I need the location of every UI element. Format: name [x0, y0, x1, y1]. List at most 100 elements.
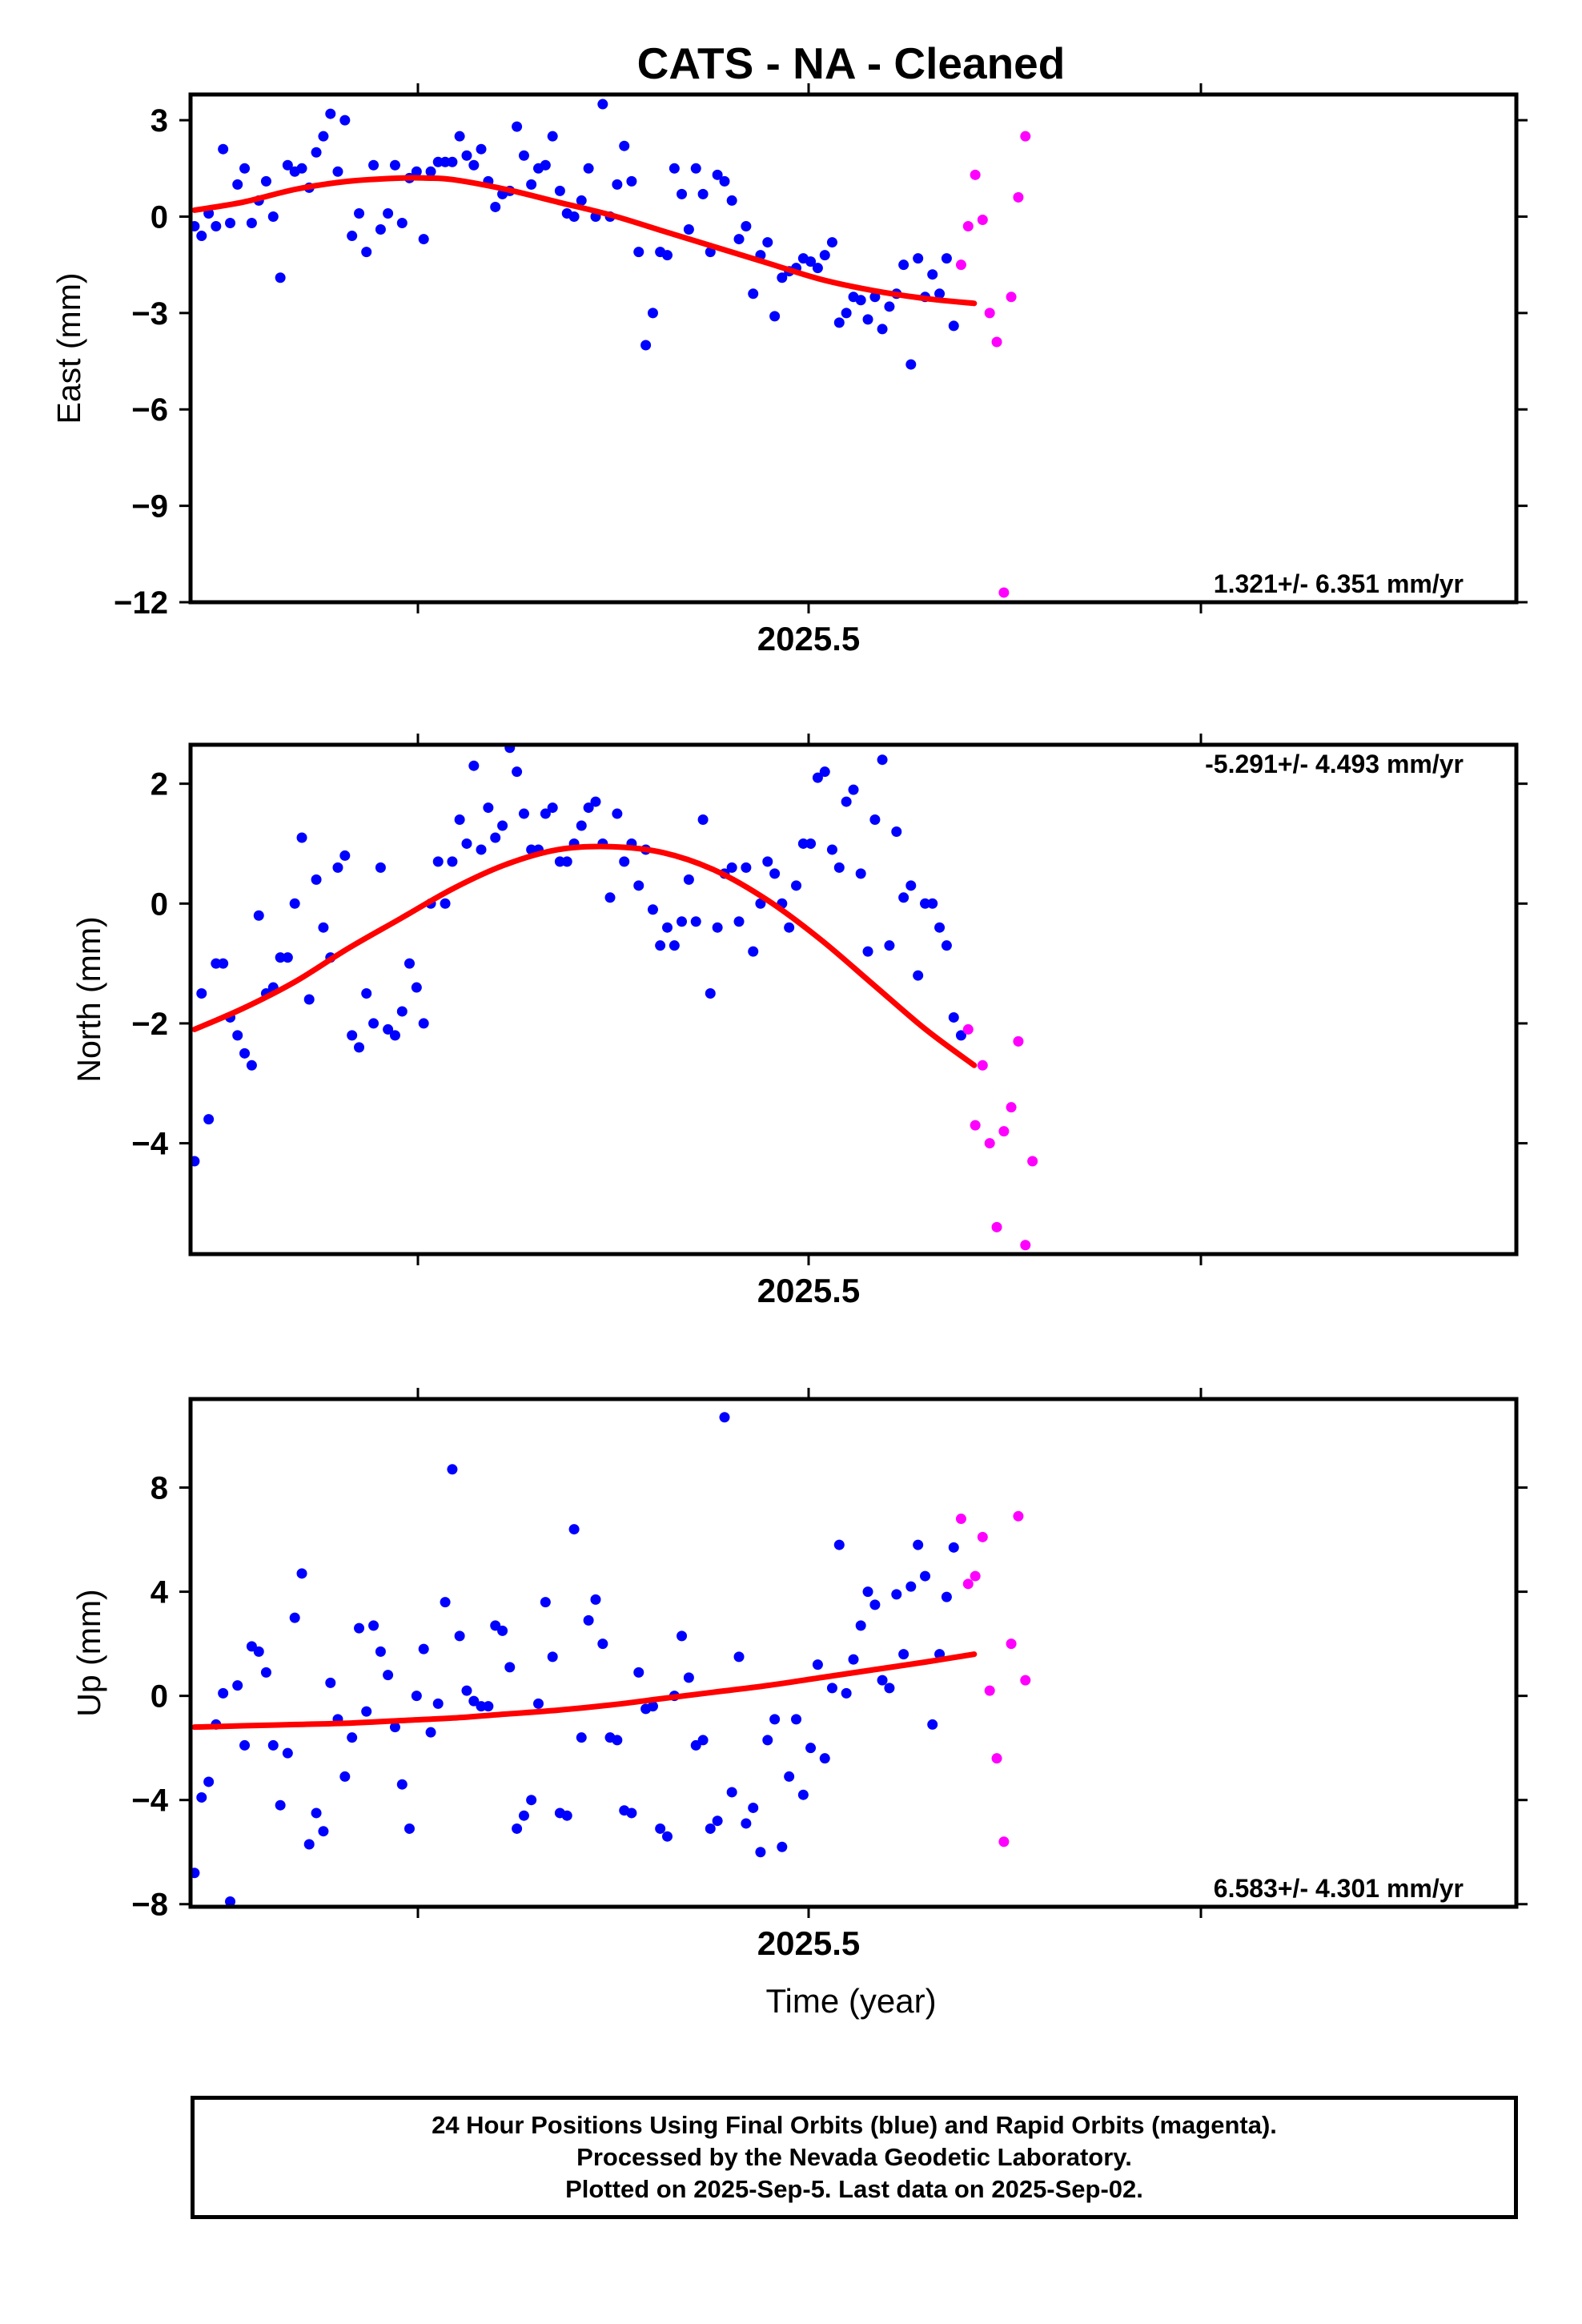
up-final-point — [913, 1539, 924, 1550]
up-final-point — [626, 1807, 637, 1819]
up-final-point — [282, 1747, 293, 1759]
east-final-point — [425, 166, 436, 177]
up-final-point — [461, 1685, 472, 1696]
up-final-point — [218, 1687, 229, 1699]
east-final-point — [862, 314, 873, 325]
east-final-point — [318, 131, 329, 142]
east-axis-label: East (mm) — [50, 272, 87, 424]
east-final-point — [332, 166, 343, 177]
north-final-point — [619, 856, 630, 867]
north-final-point — [440, 898, 451, 909]
up-final-point — [325, 1677, 336, 1688]
east-rapid-point — [977, 214, 988, 225]
up-final-point — [697, 1735, 709, 1746]
north-final-point — [748, 946, 759, 957]
north-final-point — [318, 922, 329, 933]
east-final-point — [246, 218, 257, 229]
east-final-point — [619, 140, 630, 151]
east-final-point — [296, 163, 307, 174]
north-final-point — [647, 904, 658, 915]
east-final-point — [705, 247, 716, 258]
north-final-point — [583, 802, 594, 814]
east-final-point — [597, 99, 608, 110]
up-final-point — [662, 1831, 673, 1842]
north-final-point — [347, 1030, 358, 1041]
east-final-point — [396, 218, 408, 229]
east-final-point — [677, 188, 688, 199]
up-final-point — [354, 1622, 365, 1634]
up-rapid-point — [984, 1685, 995, 1696]
east-final-point — [512, 121, 523, 132]
east-final-point — [311, 147, 322, 158]
east-rapid-point — [1013, 191, 1024, 203]
north-final-point — [633, 880, 644, 891]
north-final-point — [576, 820, 587, 831]
up-final-point — [848, 1654, 859, 1665]
north-final-point — [354, 1042, 365, 1053]
up-final-point — [296, 1568, 307, 1579]
up-axis-label: Up (mm) — [70, 1589, 107, 1716]
east-final-point — [855, 295, 866, 306]
east-final-point — [325, 108, 336, 119]
up-rapid-point — [1020, 1675, 1031, 1686]
up-final-point — [748, 1802, 759, 1813]
east-plot-frame — [188, 92, 1519, 605]
footer-line-2: Processed by the Nevada Geodetic Laborat… — [576, 2143, 1132, 2171]
east-final-point — [697, 188, 709, 199]
up-final-point — [791, 1714, 802, 1725]
up-final-point — [303, 1839, 315, 1850]
east-ytick-label: −3 — [131, 296, 168, 332]
east-final-point — [267, 211, 279, 222]
east-final-point — [547, 131, 558, 142]
up-final-point — [712, 1815, 723, 1827]
up-final-point — [568, 1524, 580, 1535]
east-final-point — [461, 150, 472, 161]
north-final-point — [454, 814, 465, 826]
north-final-point — [891, 826, 902, 837]
north-final-point — [690, 916, 701, 927]
north-trend-line — [191, 843, 978, 1068]
up-final-point — [677, 1630, 688, 1642]
north-final-point — [655, 940, 666, 951]
north-final-point — [375, 862, 386, 873]
north-final-point — [418, 1018, 429, 1029]
up-rapid-point — [1013, 1510, 1024, 1522]
north-final-point — [246, 1059, 257, 1071]
east-final-point — [748, 288, 759, 300]
east-rate-annotation: 1.321+/- 6.351 mm/yr — [1214, 569, 1464, 598]
up-rapid-point — [991, 1753, 1002, 1764]
east-final-point — [554, 185, 565, 196]
up-final-point — [941, 1591, 952, 1602]
up-final-point — [884, 1683, 895, 1694]
north-final-point — [877, 754, 888, 766]
north-rapid-point — [1020, 1240, 1031, 1251]
up-final-point — [396, 1779, 408, 1790]
up-final-point — [267, 1739, 279, 1751]
east-final-point — [454, 131, 465, 142]
east-final-point — [354, 207, 365, 219]
north-final-point — [712, 922, 723, 933]
east-rapid-point — [984, 308, 995, 319]
north-final-point — [733, 916, 745, 927]
east-final-point — [769, 311, 781, 322]
up-final-point — [841, 1687, 852, 1699]
east-ytick-label: −9 — [131, 489, 168, 525]
north-final-point — [447, 856, 458, 867]
north-final-point — [239, 1047, 251, 1059]
east-final-point — [239, 163, 251, 174]
up-final-point — [741, 1818, 752, 1829]
north-final-point — [927, 898, 938, 909]
north-final-point — [848, 784, 859, 795]
north-rapid-point — [962, 1023, 974, 1035]
east-rapid-point — [970, 169, 981, 180]
north-ytick-label: 2 — [151, 767, 168, 802]
up-final-point — [483, 1701, 494, 1712]
up-final-point — [877, 1675, 888, 1686]
north-final-point — [411, 982, 422, 993]
east-final-point — [211, 221, 222, 232]
north-ytick-label: 0 — [151, 887, 168, 922]
north-final-point — [232, 1030, 243, 1041]
up-final-point — [289, 1612, 300, 1623]
east-final-point — [913, 253, 924, 264]
up-final-point — [898, 1649, 909, 1660]
